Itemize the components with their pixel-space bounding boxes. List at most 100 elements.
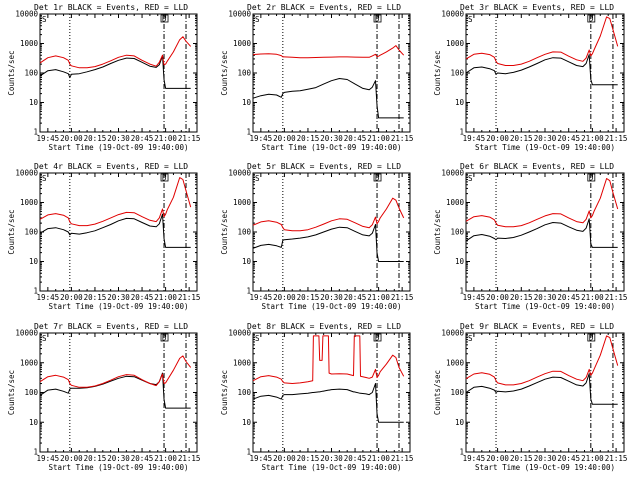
plot-frame [39,332,198,453]
y-axis-label: Counts/sec [7,370,16,415]
x-tick-label: 21:00 [154,454,177,463]
x-tick-label: 20:00 [486,134,509,143]
y-tick-label: 10000 [441,10,464,19]
y-tick-label: 10000 [228,329,251,338]
x-axis-label: Start Time (19-Oct-09 19:40:00) [262,302,402,311]
x-axis-label: Start Time (19-Oct-09 19:40:00) [475,463,615,472]
corner-label-box [587,173,596,182]
x-axis-label: Start Time (19-Oct-09 19:40:00) [475,302,615,311]
x-axis-label: Start Time (19-Oct-09 19:40:00) [262,463,402,472]
y-tick-label: 100 [237,69,251,78]
x-tick-label: 20:00 [60,454,83,463]
x-tick-label: 20:45 [131,134,154,143]
corner-label-d: D [375,334,380,343]
corner-label-d: D [162,174,167,183]
x-tick-label: 20:30 [320,134,343,143]
y-axis-label: Counts/sec [220,370,229,415]
x-tick-label: 21:15 [178,293,201,302]
series-line-events [39,55,191,89]
corner-label-d: D [375,174,380,183]
y-tick-label: 1 [33,128,38,137]
y-tick-label: 1000 [20,358,39,367]
corner-label-box [160,14,169,23]
detector-panel-5: Det 5r BLACK = Events, RED = LLD 1 10 100 10… [220,162,413,311]
x-tick-label: 20:15 [510,454,533,463]
y-axis-label: Counts/sec [7,209,16,254]
corner-label-d: D [162,15,167,24]
x-tick-label: 19:45 [463,454,486,463]
panel-title: Det 6r BLACK = Events, RED = LLD [460,162,614,171]
x-tick-label: 20:30 [107,454,130,463]
x-tick-label: 20:00 [60,134,83,143]
x-tick-label: 21:15 [391,293,414,302]
y-tick-label: 1 [246,128,251,137]
detector-panel-3: Det 3r BLACK = Events, RED = LLD 1 10 100 10… [433,3,627,152]
x-tick-label: 21:15 [605,454,628,463]
panel-title: Det 1r BLACK = Events, RED = LLD [34,3,188,12]
plot-frame [465,13,625,133]
x-tick-label: 20:00 [486,454,509,463]
corner-label-box [160,333,169,342]
series-line-lld [252,45,405,59]
y-tick-label: 100 [24,228,38,237]
x-tick-label: 20:15 [84,293,107,302]
x-tick-label: 20:15 [297,134,320,143]
x-tick-label: 20:45 [557,134,580,143]
series-line-lld [39,177,192,227]
x-tick-label: 19:45 [37,134,60,143]
corner-label-d: D [589,174,594,183]
y-tick-label: 100 [450,228,464,237]
y-tick-label: 10000 [441,329,464,338]
x-tick-label: 20:00 [273,293,296,302]
y-tick-label: 1000 [446,198,465,207]
x-tick-label: 19:45 [463,293,486,302]
y-tick-label: 1000 [20,198,39,207]
y-tick-label: 1 [459,128,464,137]
detector-panel-9: Det 9r BLACK = Events, RED = LLD 1 10 100 10… [433,322,627,472]
x-tick-label: 20:00 [486,293,509,302]
x-tick-label: 20:30 [320,293,343,302]
y-tick-label: 10 [29,418,39,427]
x-tick-label: 20:30 [534,454,557,463]
corner-label-s: S [468,15,473,24]
x-tick-label: 21:15 [391,454,414,463]
x-tick-label: 20:15 [84,454,107,463]
x-tick-label: 19:45 [37,293,60,302]
series-line-events [465,218,618,248]
series-line-lld [465,16,619,66]
y-tick-label: 10 [29,98,39,107]
x-tick-label: 20:30 [534,134,557,143]
corner-label-box [373,173,382,182]
plot-frame [252,332,411,453]
y-tick-label: 1 [459,287,464,296]
x-tick-label: 20:30 [320,454,343,463]
x-tick-label: 21:15 [178,134,201,143]
x-tick-label: 20:00 [273,454,296,463]
x-tick-label: 21:00 [581,134,604,143]
x-tick-label: 19:45 [250,293,273,302]
y-tick-label: 10 [455,98,465,107]
panel-title: Det 2r BLACK = Events, RED = LLD [247,3,401,12]
plot-frame [465,332,625,453]
x-tick-label: 21:15 [391,134,414,143]
corner-label-s: S [468,334,473,343]
plot-frame [465,172,625,292]
detector-panel-4: Det 4r BLACK = Events, RED = LLD 1 10 100 10… [7,162,200,311]
x-tick-label: 21:00 [581,293,604,302]
corner-label-s: S [468,174,473,183]
series-line-events [252,78,404,119]
x-tick-label: 20:15 [297,454,320,463]
x-axis-label: Start Time (19-Oct-09 19:40:00) [49,302,189,311]
y-tick-label: 100 [237,228,251,237]
corner-label-box [373,14,382,23]
x-tick-label: 21:15 [605,134,628,143]
y-tick-label: 1 [459,448,464,457]
x-tick-label: 21:00 [367,293,390,302]
x-tick-label: 20:45 [344,293,367,302]
y-tick-label: 1000 [233,358,252,367]
series-line-events [252,383,404,423]
y-axis-label: Counts/sec [433,209,442,254]
y-tick-label: 10000 [15,169,38,178]
x-tick-label: 21:15 [178,454,201,463]
